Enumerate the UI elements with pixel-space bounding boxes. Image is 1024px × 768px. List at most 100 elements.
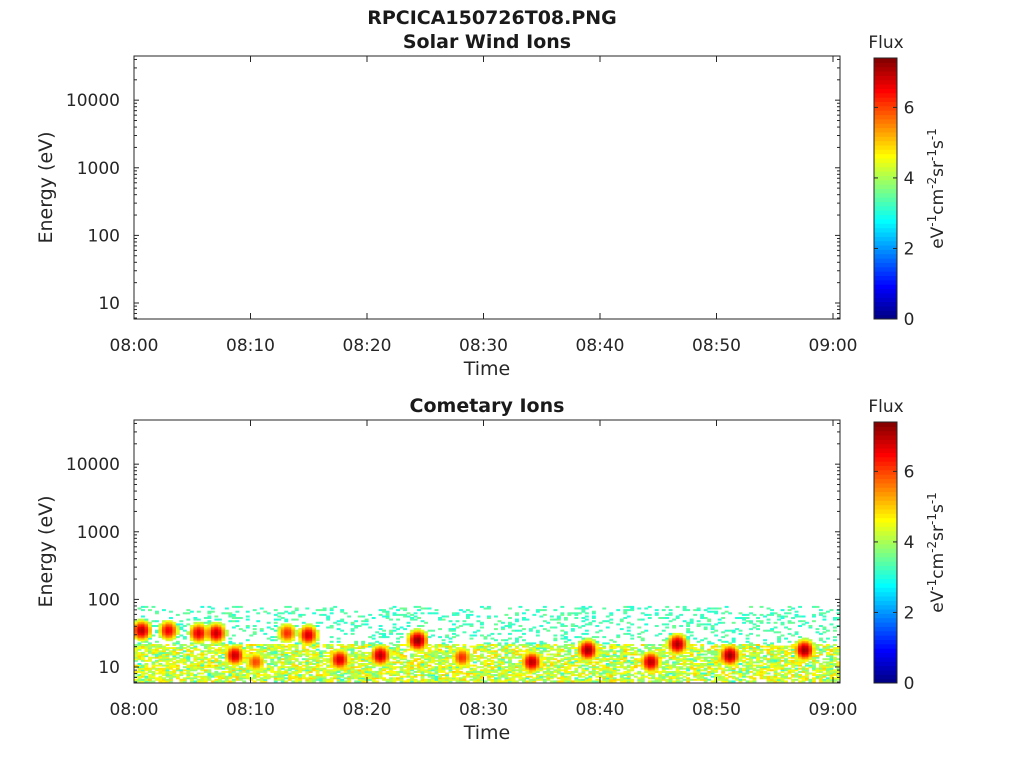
heatmap-cell <box>553 674 558 677</box>
heatmap-cell <box>141 667 145 670</box>
heatmap-cell <box>721 617 726 619</box>
heatmap-cell <box>731 648 736 651</box>
heatmap-cell <box>378 653 383 656</box>
heatmap-cell <box>245 661 250 664</box>
heatmap-cell <box>396 672 400 675</box>
heatmap-cell <box>504 656 509 659</box>
heatmap-cell <box>165 629 170 632</box>
heatmap-cell <box>438 656 442 659</box>
heatmap-cell <box>266 677 271 680</box>
heatmap-cell <box>175 666 180 669</box>
heatmap-cell <box>515 674 519 677</box>
heatmap-cell <box>294 655 299 658</box>
heatmap-cell <box>424 655 428 658</box>
heatmap-cell <box>322 663 327 665</box>
heatmap-cell <box>277 675 282 678</box>
heatmap-cell <box>294 669 299 672</box>
heatmap-cell <box>224 653 229 656</box>
heatmap-cell <box>805 647 809 650</box>
heatmap-cell <box>280 650 285 653</box>
heatmap-cell <box>151 666 156 669</box>
heatmap-cell <box>427 664 432 667</box>
heatmap-cell <box>791 656 795 659</box>
heatmap-cell <box>707 607 712 610</box>
heatmap-cell <box>326 617 331 619</box>
heatmap-cell <box>361 655 366 658</box>
heatmap-cell <box>710 626 715 629</box>
heatmap-cell <box>724 647 729 650</box>
heatmap-cell <box>539 678 544 681</box>
heatmap-cell <box>752 672 757 675</box>
colorbar-segment <box>874 305 897 311</box>
colorbar-segment <box>874 114 897 120</box>
heatmap-cell <box>392 677 397 680</box>
heatmap-cell <box>413 631 418 634</box>
heatmap-cell <box>763 645 767 648</box>
heatmap-cell <box>301 645 306 648</box>
heatmap-cell <box>277 661 282 664</box>
heatmap-cell <box>661 666 666 669</box>
heatmap-cell <box>455 658 460 661</box>
heatmap-cell <box>798 605 802 608</box>
heatmap-cell <box>441 653 446 656</box>
heatmap-cell <box>644 651 649 654</box>
heatmap-cell <box>417 609 421 612</box>
heatmap-cell <box>137 618 142 621</box>
heatmap-cell <box>424 647 428 650</box>
heatmap-cell <box>518 653 523 656</box>
heatmap-cell <box>252 675 257 678</box>
heatmap-cell <box>735 656 739 659</box>
heatmap-cell <box>703 680 708 683</box>
heatmap-cell <box>749 632 753 635</box>
heatmap-cell <box>588 605 593 608</box>
heatmap-cell <box>434 663 439 665</box>
heatmap-cell <box>354 675 359 678</box>
heatmap-cell <box>626 661 631 664</box>
heatmap-cell <box>179 645 184 648</box>
heatmap-cell <box>731 669 736 672</box>
heatmap-cell <box>539 656 544 659</box>
heatmap-cell <box>612 666 617 669</box>
heatmap-cell <box>137 651 142 654</box>
heatmap-cell <box>584 653 589 656</box>
heatmap-cell <box>777 650 781 653</box>
heatmap-cell <box>280 637 285 640</box>
heatmap-cell <box>420 655 425 658</box>
heatmap-cell <box>794 615 799 618</box>
heatmap-cell <box>322 613 327 616</box>
heatmap-cell <box>200 642 205 645</box>
heatmap-cell <box>640 664 645 667</box>
heatmap-cell <box>651 666 656 669</box>
heatmap-cell <box>235 644 240 646</box>
heatmap-cell <box>371 670 376 673</box>
heatmap-cell <box>623 678 628 681</box>
heatmap-cell <box>508 678 512 681</box>
heatmap-cell <box>315 644 320 646</box>
heatmap-cell <box>329 607 334 610</box>
heatmap-cell <box>591 655 596 658</box>
heatmap-cell <box>462 663 467 665</box>
heatmap-cell <box>480 675 484 678</box>
heatmap-cell <box>658 648 663 651</box>
heatmap-cell <box>501 639 505 642</box>
heatmap-cell <box>535 631 540 634</box>
heatmap-cell <box>287 651 292 654</box>
heatmap-cell <box>238 617 243 619</box>
heatmap-cell <box>770 666 774 669</box>
heatmap-cell <box>665 674 670 677</box>
heatmap-cell <box>532 648 537 651</box>
heatmap-cell <box>266 656 271 659</box>
heatmap-cell <box>522 618 526 621</box>
heatmap-cell <box>137 663 142 665</box>
heatmap-cell <box>696 670 701 673</box>
heatmap-cell <box>403 670 407 673</box>
heatmap-cell <box>245 666 250 669</box>
heatmap-cell <box>270 675 275 678</box>
heatmap-cell <box>574 647 579 650</box>
heatmap-cell <box>438 658 442 661</box>
heatmap-cell <box>644 661 649 664</box>
heatmap-cell <box>221 653 226 656</box>
heatmap-cell <box>508 637 512 640</box>
heatmap-cell <box>273 656 278 659</box>
heatmap-cell <box>273 645 278 648</box>
